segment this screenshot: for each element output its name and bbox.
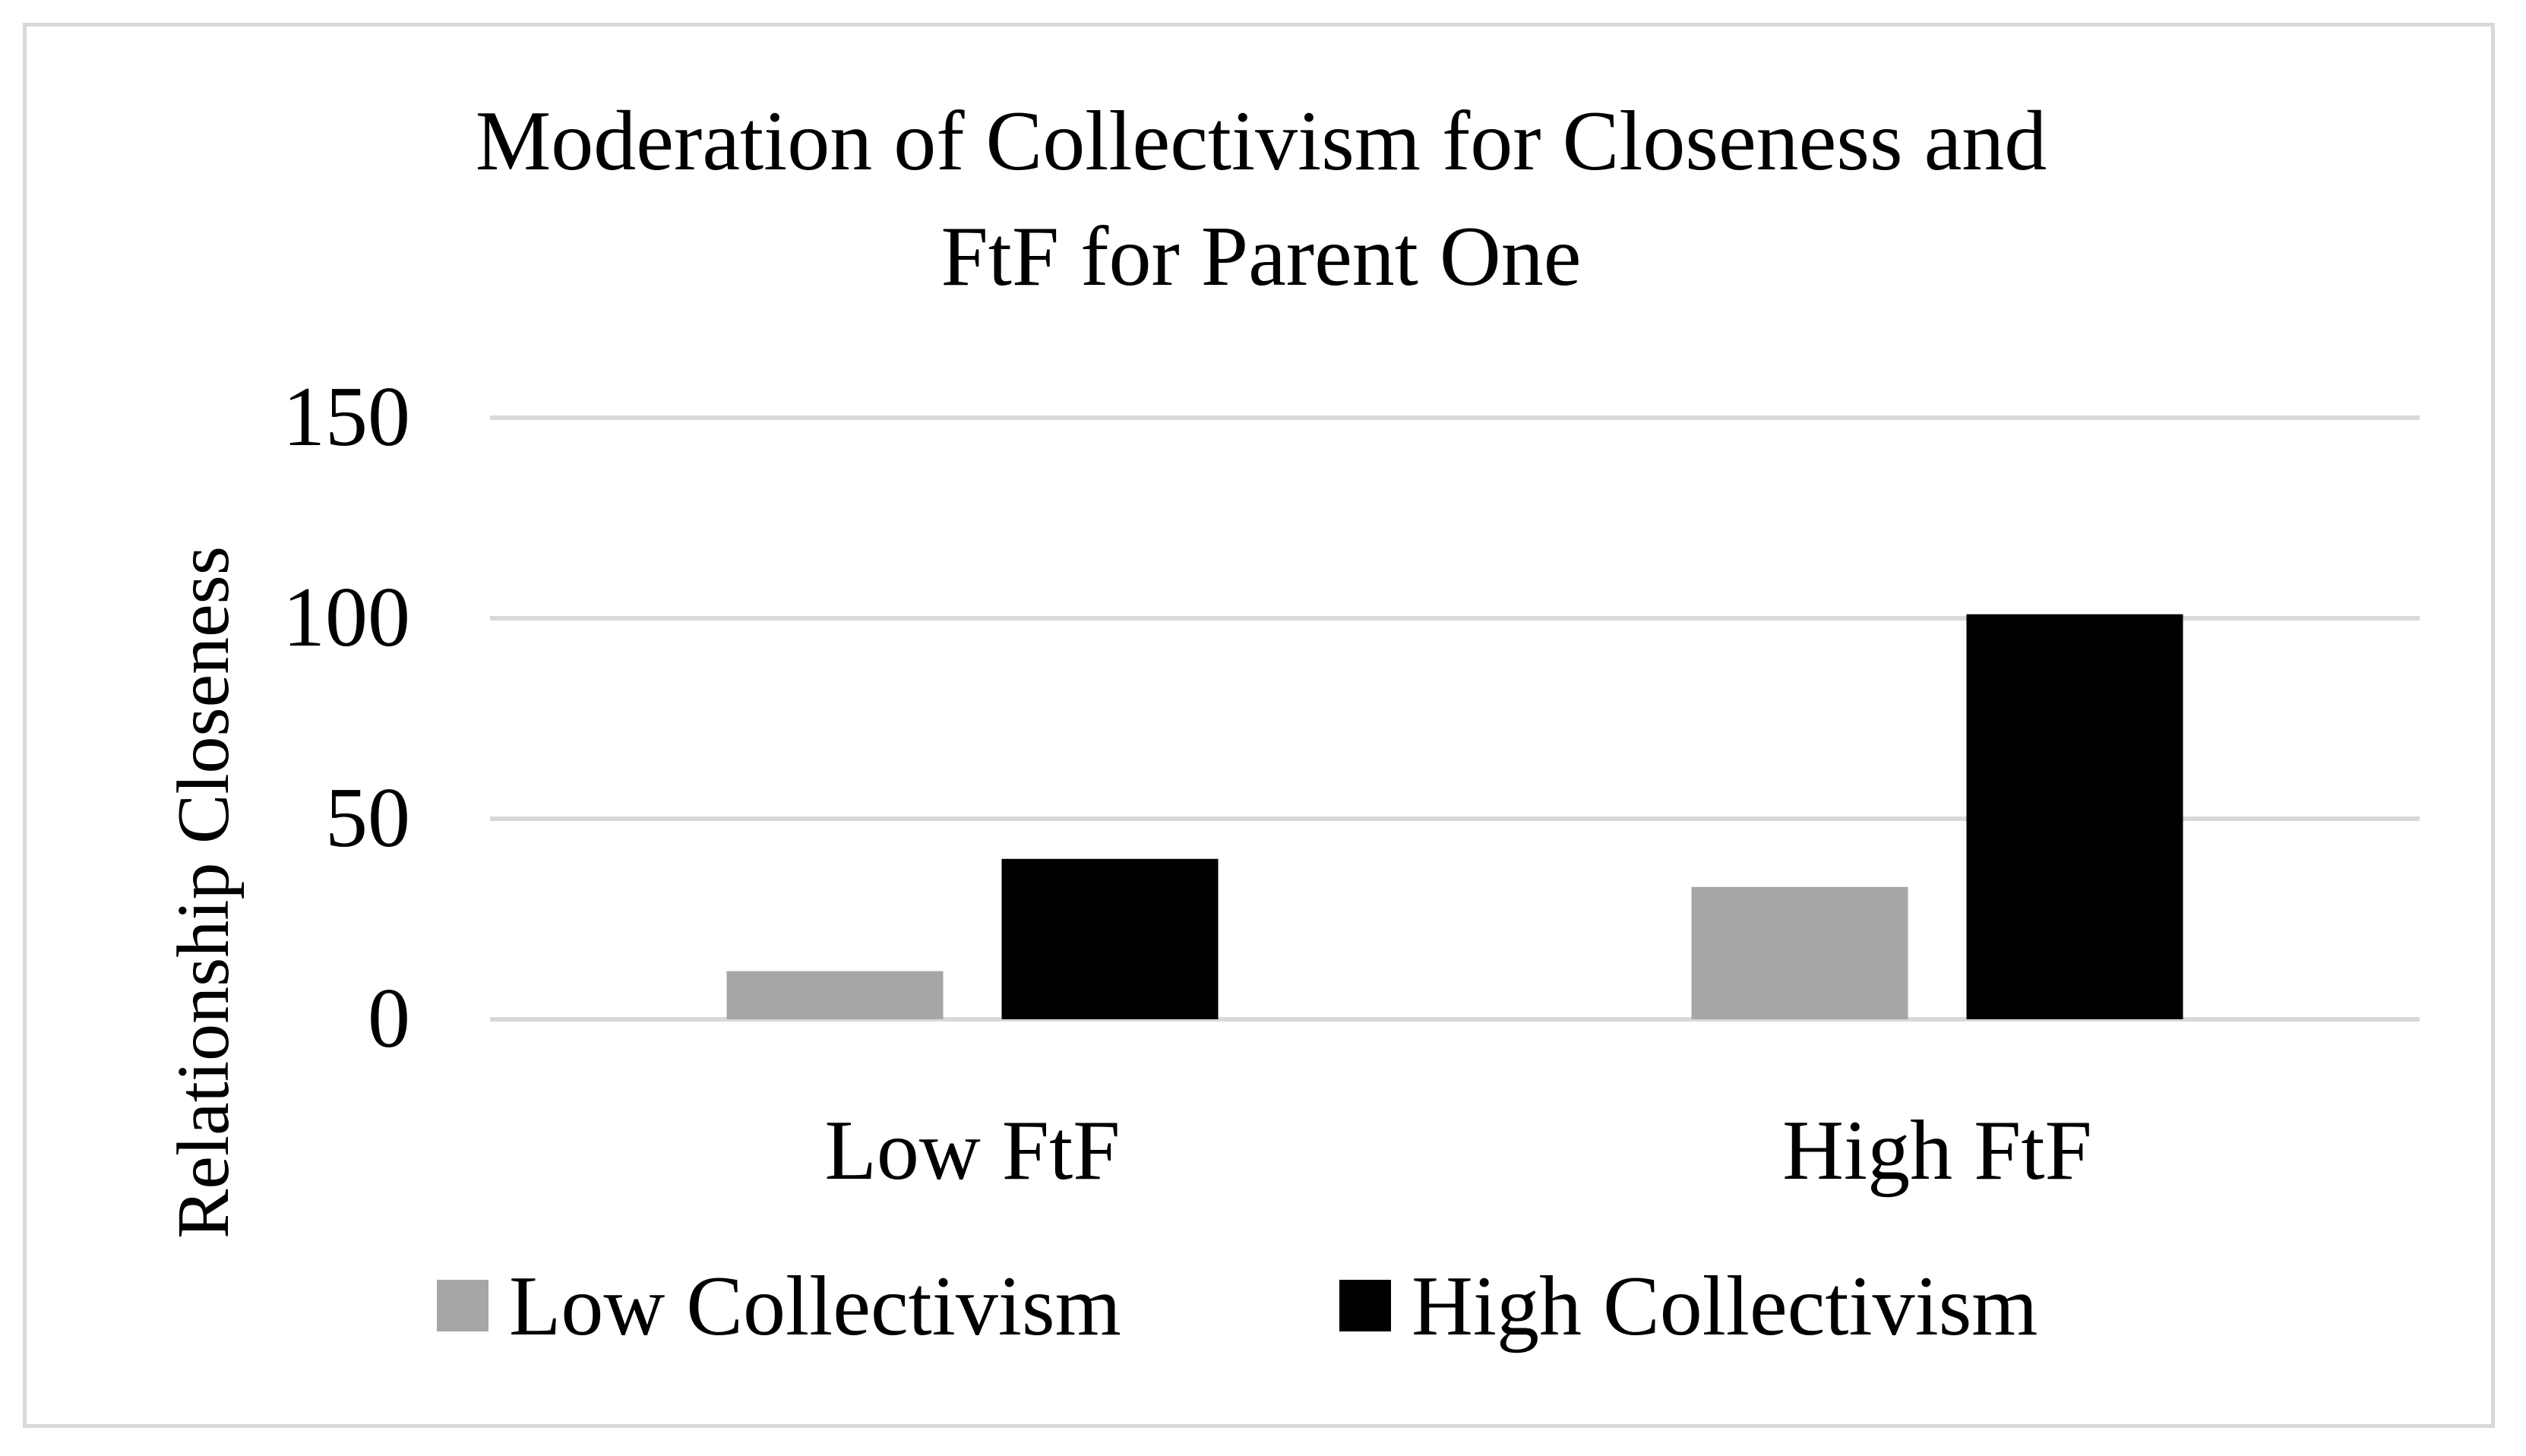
x-category-labels: Low FtF High FtF (825, 1104, 2092, 1198)
legend: Low Collectivism High Collectivism (437, 1259, 2038, 1353)
y-tick-label: 50 (325, 771, 410, 865)
x-category-label: Low FtF (825, 1104, 1121, 1198)
x-category-label: High FtF (1782, 1104, 2092, 1198)
y-axis-title: Relationship Closeness (163, 546, 245, 1239)
chart-frame: 0 50 100 150 Low FtF High FtF Moderation of … (23, 23, 2495, 1428)
bar-low-collectivism-high-ftf (1691, 886, 1908, 1019)
y-tick-label: 0 (368, 971, 410, 1066)
legend-label: Low Collectivism (509, 1259, 1121, 1353)
bar-high-collectivism-high-ftf (1966, 614, 2183, 1019)
legend-swatch (1339, 1280, 1391, 1331)
chart-title-line-2: FtF for Parent One (941, 210, 1581, 304)
bars (726, 614, 2183, 1019)
legend-swatch (437, 1280, 488, 1331)
bar-chart: 0 50 100 150 Low FtF High FtF Moderation of … (163, 94, 2420, 1353)
bar-high-collectivism-low-ftf (1001, 858, 1219, 1019)
legend-label: High Collectivism (1412, 1259, 2038, 1353)
y-tick-label: 100 (283, 570, 410, 665)
chart-title-line-1: Moderation of Collectivism for Closeness… (476, 94, 2047, 188)
y-tick-labels: 0 50 100 150 (283, 370, 410, 1066)
y-tick-label: 150 (283, 370, 410, 464)
bar-low-collectivism-low-ftf (726, 971, 944, 1019)
